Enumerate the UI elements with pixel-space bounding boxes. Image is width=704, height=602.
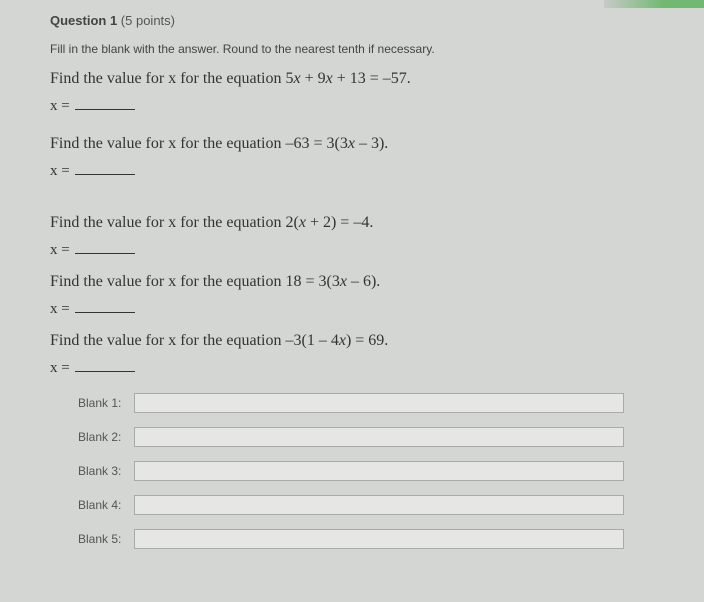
blank-row: Blank 3:	[78, 461, 680, 481]
blank-row: Blank 5:	[78, 529, 680, 549]
answer-blank	[75, 242, 135, 254]
answer-prefix: x =	[50, 360, 70, 376]
blanks-section: Blank 1: Blank 2: Blank 3: Blank 4: Blan…	[78, 393, 680, 549]
answer-blank	[75, 360, 135, 372]
problem-text: Find the value for x for the equation –6…	[50, 135, 680, 153]
answer-prompt: x =	[50, 301, 680, 318]
answer-blank	[75, 163, 135, 175]
blank-label: Blank 1:	[78, 396, 134, 410]
blank-label: Blank 5:	[78, 532, 134, 546]
problem-text: Find the value for x for the equation –3…	[50, 332, 680, 350]
blank-row: Blank 1:	[78, 393, 680, 413]
blank-input-1[interactable]	[134, 393, 624, 413]
answer-prefix: x =	[50, 242, 70, 258]
question-header: Question 1 (5 points)	[50, 12, 680, 30]
answer-prefix: x =	[50, 98, 70, 114]
problem-text: Find the value for x for the equation 2(…	[50, 214, 680, 232]
answer-prompt: x =	[50, 242, 680, 259]
answer-blank	[75, 98, 135, 110]
top-accent-bar	[604, 0, 704, 8]
answer-prefix: x =	[50, 163, 70, 179]
answer-prompt: x =	[50, 360, 680, 377]
answer-prompt: x =	[50, 98, 680, 115]
answer-prompt: x =	[50, 163, 680, 180]
instruction-text: Fill in the blank with the answer. Round…	[50, 42, 680, 56]
question-points: (5 points)	[117, 13, 175, 28]
blank-input-5[interactable]	[134, 529, 624, 549]
blank-label: Blank 4:	[78, 498, 134, 512]
question-title: Question 1	[50, 13, 117, 28]
blank-input-4[interactable]	[134, 495, 624, 515]
blank-input-3[interactable]	[134, 461, 624, 481]
answer-prefix: x =	[50, 301, 70, 317]
blank-row: Blank 2:	[78, 427, 680, 447]
answer-blank	[75, 301, 135, 313]
blank-input-2[interactable]	[134, 427, 624, 447]
problem-text: Find the value for x for the equation 18…	[50, 273, 680, 291]
blank-label: Blank 2:	[78, 430, 134, 444]
question-content: Question 1 (5 points) Fill in the blank …	[50, 12, 680, 563]
blank-label: Blank 3:	[78, 464, 134, 478]
blank-row: Blank 4:	[78, 495, 680, 515]
problem-text: Find the value for x for the equation 5x…	[50, 70, 680, 88]
